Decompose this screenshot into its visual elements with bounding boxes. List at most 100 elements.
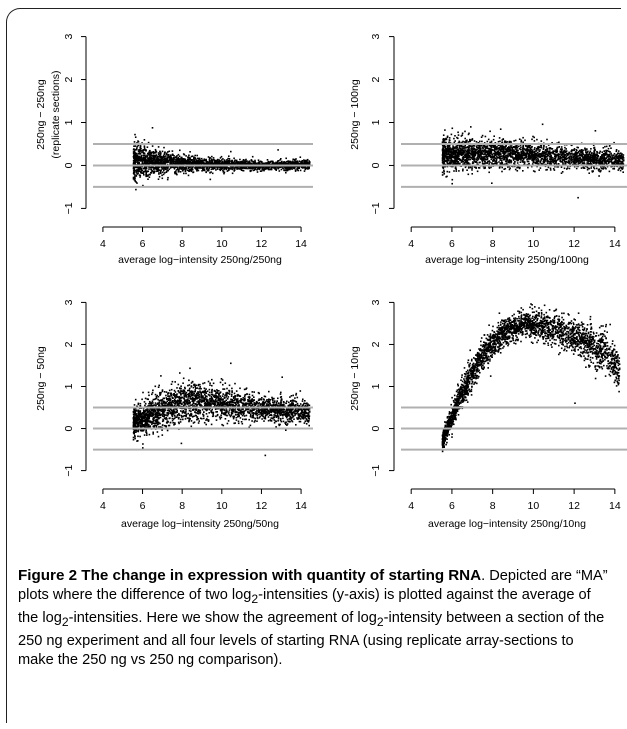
data-point	[210, 168, 213, 171]
data-point	[216, 159, 218, 162]
data-point	[466, 154, 469, 156]
data-point	[211, 155, 213, 158]
data-point	[212, 167, 215, 169]
data-point	[556, 154, 559, 156]
data-point	[507, 166, 509, 168]
data-point	[287, 165, 290, 168]
data-point	[596, 157, 599, 160]
data-point	[531, 163, 534, 165]
data-point	[155, 162, 157, 165]
data-point	[553, 159, 556, 162]
data-point	[486, 146, 488, 148]
data-point	[151, 169, 153, 172]
data-point	[607, 162, 610, 165]
data-point	[244, 159, 246, 162]
data-point	[134, 177, 136, 180]
data-point	[480, 136, 483, 138]
data-point	[600, 167, 603, 170]
data-point	[621, 157, 624, 159]
data-point	[132, 166, 135, 168]
data-point	[446, 147, 449, 149]
data-point	[461, 141, 463, 144]
data-point	[545, 151, 547, 154]
data-point	[608, 155, 611, 157]
data-point	[285, 167, 288, 170]
data-point	[579, 161, 582, 163]
data-point	[533, 153, 535, 156]
data-point	[591, 158, 594, 161]
data-point	[174, 158, 176, 160]
data-point	[179, 171, 182, 173]
data-point	[157, 160, 159, 163]
data-point	[138, 170, 140, 173]
data-point	[282, 167, 284, 170]
data-point	[462, 168, 464, 171]
data-point	[182, 153, 185, 155]
data-point	[442, 134, 445, 136]
data-point	[552, 167, 555, 170]
data-point	[561, 171, 564, 173]
data-point	[563, 159, 566, 162]
data-point	[227, 157, 229, 160]
data-point	[172, 160, 174, 162]
data-point	[159, 154, 162, 156]
data-point	[503, 157, 506, 160]
data-point	[163, 156, 165, 158]
y-axis-label-secondary: (replicate sections)	[50, 70, 62, 158]
data-point	[155, 152, 157, 154]
data-point	[248, 160, 251, 162]
data-point	[466, 146, 469, 149]
data-point	[296, 160, 298, 162]
data-point	[517, 166, 520, 169]
data-point	[499, 153, 501, 155]
data-point	[495, 158, 498, 160]
data-point	[150, 159, 153, 162]
data-point	[601, 157, 603, 159]
data-point	[528, 158, 530, 160]
data-point	[532, 170, 535, 172]
data-point	[586, 154, 589, 156]
data-point	[286, 161, 288, 163]
data-point	[218, 168, 221, 170]
data-point	[524, 152, 526, 154]
data-point	[526, 160, 529, 163]
data-point	[576, 146, 578, 149]
data-point	[587, 157, 590, 159]
data-point	[209, 161, 211, 163]
data-point	[519, 161, 522, 163]
data-point	[464, 166, 467, 169]
data-point	[450, 156, 453, 159]
data-point	[267, 160, 270, 163]
data-point	[295, 158, 297, 160]
data-point	[610, 160, 612, 162]
data-point	[290, 160, 292, 163]
data-point	[578, 162, 581, 165]
data-point	[556, 147, 558, 150]
data-point	[154, 155, 156, 158]
data-point	[466, 161, 469, 164]
data-point	[530, 156, 532, 158]
data-point	[558, 157, 560, 160]
data-point	[446, 156, 449, 159]
data-point	[520, 139, 523, 142]
y-tick-label: 2	[63, 76, 75, 82]
data-point	[207, 161, 210, 164]
data-point	[458, 158, 461, 160]
data-point	[613, 165, 616, 168]
data-point	[550, 154, 552, 157]
data-point	[450, 151, 452, 154]
data-point	[574, 163, 577, 165]
data-point	[144, 167, 146, 170]
data-point	[142, 154, 145, 157]
data-point	[542, 150, 544, 153]
data-point	[154, 160, 156, 163]
data-point	[560, 153, 563, 156]
data-point	[161, 174, 163, 177]
data-point	[251, 167, 254, 170]
data-point	[449, 153, 452, 156]
data-point	[560, 172, 563, 174]
data-point	[473, 158, 475, 161]
data-point	[447, 159, 449, 162]
data-point	[249, 167, 252, 170]
data-point	[159, 152, 161, 155]
